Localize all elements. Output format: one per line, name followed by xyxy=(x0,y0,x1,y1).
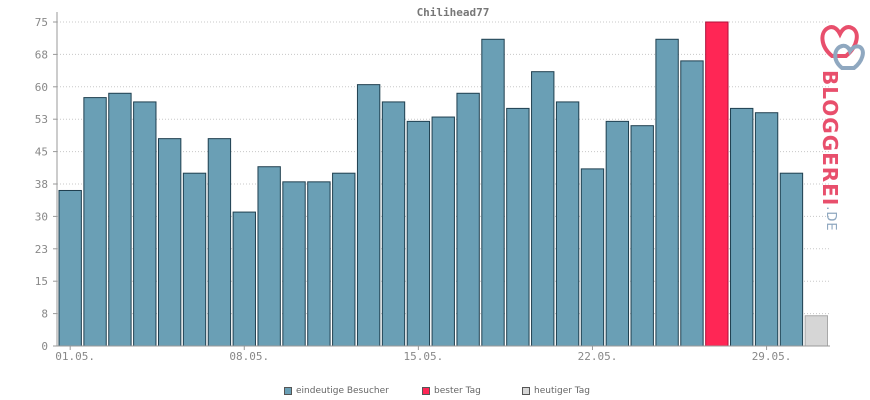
logo-hearts-icon xyxy=(820,25,865,70)
legend-item: bester Tag xyxy=(422,386,481,396)
legend-swatch xyxy=(422,387,430,395)
legend-swatch xyxy=(284,387,292,395)
x-tick-label: 29.05. xyxy=(752,350,792,363)
bar xyxy=(406,120,431,347)
bar xyxy=(207,138,232,347)
legend-swatch xyxy=(522,387,530,395)
bar xyxy=(133,101,157,347)
bar xyxy=(456,92,480,347)
bloggerei-logo: BLOGGEREI.DE xyxy=(818,70,842,232)
bar xyxy=(580,168,605,347)
x-tick-label: 01.05. xyxy=(55,350,95,363)
y-tick-labels: 0 8 15 23 30 38 45 53 60 68 75 xyxy=(35,16,57,353)
legend-item: eindeutige Besucher xyxy=(284,386,389,396)
y-tick-label: 68 xyxy=(35,48,48,61)
bar xyxy=(356,84,381,347)
bar xyxy=(605,120,630,347)
legend-label: heutiger Tag xyxy=(534,386,591,396)
y-tick-label: 30 xyxy=(35,210,48,223)
bar-best-day xyxy=(705,21,729,347)
y-tick-label: 75 xyxy=(35,16,48,29)
bar xyxy=(680,60,704,347)
bar xyxy=(182,172,207,347)
bar xyxy=(779,172,804,347)
bar xyxy=(431,116,455,347)
y-tick-label: 8 xyxy=(41,308,48,321)
bar xyxy=(108,92,132,347)
x-tick-label: 15.05. xyxy=(404,350,444,363)
bar xyxy=(307,181,331,347)
chart-title: Chilihead77 xyxy=(417,6,490,19)
bar xyxy=(630,125,654,347)
bar xyxy=(655,38,679,347)
legend-label: eindeutige Besucher xyxy=(296,386,389,396)
logo-text: BLOGGEREI xyxy=(818,70,842,207)
bar xyxy=(555,101,580,347)
y-tick-label: 0 xyxy=(41,340,48,353)
y-tick-label: 45 xyxy=(35,146,48,159)
y-tick-label: 23 xyxy=(35,243,48,256)
x-tick-label: 22.05. xyxy=(578,350,618,363)
bar xyxy=(481,38,505,347)
legend: eindeutige Besucher bester Tag heutiger Ta… xyxy=(0,386,870,398)
x-tick-labels: 01.05. 08.05. 15.05. 22.05. 29.05. xyxy=(55,346,791,363)
bar xyxy=(381,101,406,347)
legend-label: bester Tag xyxy=(434,386,481,396)
bar xyxy=(157,138,182,347)
bars xyxy=(58,21,829,347)
bar xyxy=(531,71,555,347)
y-tick-label: 15 xyxy=(35,275,48,288)
bar xyxy=(754,112,779,347)
bar-today xyxy=(804,315,829,347)
bar xyxy=(332,172,356,347)
legend-item: heutiger Tag xyxy=(522,386,590,396)
x-tick-label: 08.05. xyxy=(229,350,269,363)
y-tick-label: 38 xyxy=(35,178,48,191)
bar xyxy=(83,97,107,347)
bar xyxy=(58,189,82,347)
bar xyxy=(506,107,530,347)
y-tick-label: 53 xyxy=(35,113,48,126)
y-tick-label: 60 xyxy=(35,81,48,94)
logo-suffix: .DE xyxy=(823,206,838,232)
bar xyxy=(232,211,256,347)
bar xyxy=(730,107,754,347)
bar xyxy=(282,181,306,347)
axes xyxy=(56,12,830,347)
bar xyxy=(257,166,281,347)
